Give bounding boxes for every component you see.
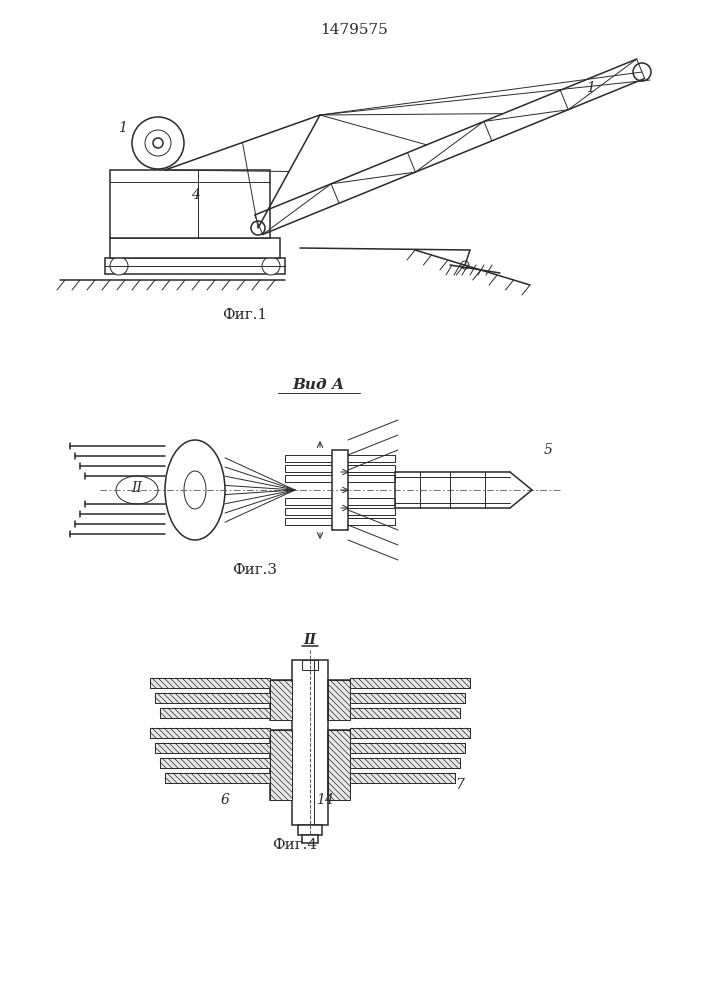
Bar [350,678,470,688]
Text: Фиг.1: Фиг.1 [223,308,267,322]
Bar [302,835,318,843]
Bar [328,730,350,800]
Bar [110,238,280,258]
Circle shape [251,221,265,235]
Bar [285,455,395,462]
Circle shape [153,138,163,148]
Bar [270,730,292,800]
Bar [332,450,348,530]
Bar [270,680,292,720]
Bar [160,708,270,718]
Bar [285,518,395,525]
Bar [350,728,470,738]
Bar [328,680,350,720]
Bar [165,773,270,783]
Circle shape [461,261,469,269]
Bar [285,465,395,472]
Bar [350,758,460,768]
Bar [160,758,270,768]
Bar [155,743,270,753]
Bar [160,708,270,718]
Bar [285,475,395,482]
Bar [298,825,322,835]
Circle shape [633,63,651,81]
Circle shape [145,130,171,156]
Bar [350,773,455,783]
Text: 4: 4 [191,188,199,202]
Bar [350,728,470,738]
Bar [105,258,285,274]
Bar [155,693,270,703]
Bar [350,773,455,783]
Bar [150,728,270,738]
Bar [350,693,465,703]
Bar [285,508,395,515]
Text: 7: 7 [455,778,464,792]
Bar [328,680,350,720]
Text: 1: 1 [117,121,127,135]
Bar [328,730,350,800]
Bar [160,758,270,768]
Ellipse shape [165,440,225,540]
Text: II: II [132,481,143,495]
Bar [150,678,270,688]
Bar [155,693,270,703]
Bar [350,693,465,703]
Bar [292,660,328,825]
Bar [350,708,460,718]
Bar [110,170,270,238]
Bar [285,498,395,505]
Circle shape [262,257,280,275]
Text: 1479575: 1479575 [320,23,388,37]
Circle shape [110,257,128,275]
Bar [270,680,292,720]
Text: Фиг.3: Фиг.3 [233,563,278,577]
Ellipse shape [184,471,206,509]
Bar [350,758,460,768]
Text: Вид А: Вид А [292,378,344,392]
Text: 1: 1 [585,81,595,95]
Bar [150,728,270,738]
Bar [350,708,460,718]
Text: 5: 5 [544,443,552,457]
Bar [350,743,465,753]
Text: 6: 6 [221,793,230,807]
Bar [165,773,270,783]
Bar [155,743,270,753]
Bar [270,730,292,800]
Bar [350,743,465,753]
Text: Фиг.4: Фиг.4 [272,838,317,852]
Circle shape [132,117,184,169]
Text: II: II [303,633,317,647]
Text: 14: 14 [316,793,334,807]
Bar [302,660,318,670]
Bar [350,678,470,688]
Bar [150,678,270,688]
